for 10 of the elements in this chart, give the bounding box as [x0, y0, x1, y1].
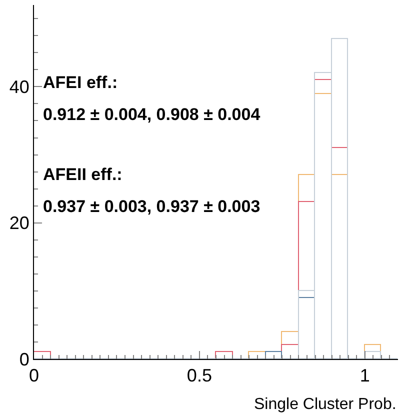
y-tick-label: 40	[9, 76, 30, 97]
y-tick-label: 0	[19, 349, 30, 370]
annotation: AFEII eff.:	[43, 165, 122, 184]
annotation: 0.912 ± 0.004, 0.908 ± 0.004	[43, 105, 261, 124]
y-tick-label: 20	[9, 213, 30, 234]
annotation: AFEI eff.:	[43, 73, 118, 92]
x-tick-label: 0.5	[186, 366, 212, 386]
x-tick-label: 1	[360, 366, 370, 386]
x-axis-title: Single Cluster Prob.	[254, 396, 396, 413]
annotation: 0.937 ± 0.003, 0.937 ± 0.003	[43, 197, 260, 216]
